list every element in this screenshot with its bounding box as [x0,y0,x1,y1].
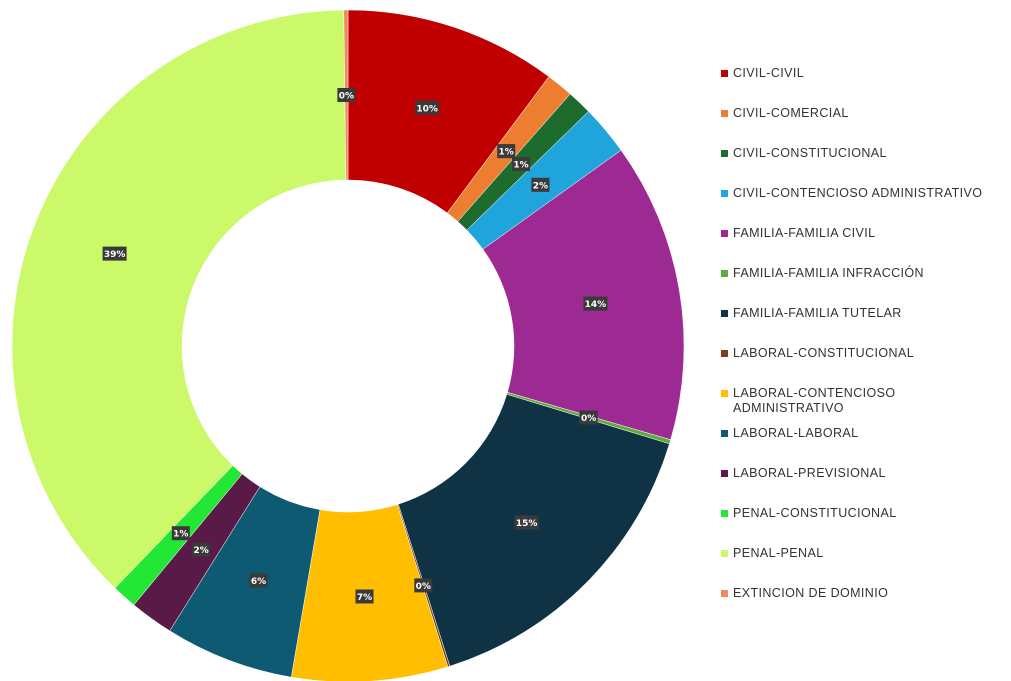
legend-item-penal-constitucional: PENAL-CONSTITUCIONAL [721,506,1009,521]
data-label-text: 7% [357,593,372,603]
donut-slice-civil-civil [347,9,550,214]
legend-label: PENAL-CONSTITUCIONAL [733,506,897,520]
legend-label: PENAL-PENAL [733,546,824,560]
legend-label: CIVIL-CONTENCIOSO ADMINISTRATIVO [733,186,983,200]
legend-swatch [721,350,728,357]
legend-label: CIVIL-CIVIL [733,66,805,80]
data-label-text: 0% [339,92,354,102]
legend-swatch [721,270,728,277]
slice-data-label-civil-civil: 10% [415,100,440,115]
data-label-text: 0% [581,414,596,424]
slice-data-label-penal-constitucional: 1% [171,526,190,541]
data-label-text: 6% [251,577,266,587]
slice-data-label-familia-familia-tutelar: 15% [514,515,539,530]
data-label-text: 10% [416,104,438,114]
slice-data-label-laboral-contencioso-administrativo: 7% [355,589,374,604]
slice-data-label-laboral-previsional: 2% [192,542,211,557]
data-label-background [337,88,356,102]
legend-swatch [721,150,728,157]
data-label-text: 2% [533,181,548,191]
slice-data-label-civil-comercial: 1% [497,144,516,159]
legend-swatch [721,70,728,77]
legend-swatch [721,310,728,317]
legend-item-laboral-constitucional: LABORAL-CONSTITUCIONAL [721,346,1009,361]
slice-data-label-laboral-constitucional: 0% [414,578,433,593]
data-label-background [512,157,530,172]
data-label-background [249,573,268,588]
data-label-background [355,589,374,604]
legend-item-laboral-contencioso-administrativo: LABORAL-CONTENCIOSO ADMINISTRATIVO [721,386,1009,416]
data-label-background [514,515,539,530]
legend-item-laboral-laboral: LABORAL-LABORAL [721,426,1009,441]
legend-swatch [721,230,728,237]
legend-swatch [721,190,728,197]
data-label-text: 1% [173,530,188,540]
slice-data-label-familia-familia-infraccion: 0% [579,410,598,425]
slice-data-label-penal-penal: 39% [102,246,127,261]
data-label-text: 14% [585,300,607,310]
legend-swatch [721,510,728,517]
legend-swatch [721,430,728,437]
legend-label: LABORAL-PREVISIONAL [733,466,886,480]
data-label-background [415,100,440,115]
legend-item-civil-civil: CIVIL-CIVIL [721,66,1009,81]
data-label-background [579,410,598,425]
legend-label: LABORAL-CONSTITUCIONAL [733,346,915,360]
legend-item-laboral-previsional: LABORAL-PREVISIONAL [721,466,1009,481]
slice-data-label-laboral-laboral: 6% [249,573,268,588]
data-label-background [583,296,608,311]
legend-label: CIVIL-CONSTITUCIONAL [733,146,887,160]
legend-label: FAMILIA-FAMILIA CIVIL [733,226,876,240]
legend-item-civil-contencioso-administrativo: CIVIL-CONTENCIOSO ADMINISTRATIVO [721,186,1009,201]
legend-label: FAMILIA-FAMILIA TUTELAR [733,306,902,320]
donut-slice-familia-familia-tutelar [397,393,670,667]
data-label-text: 1% [513,161,528,171]
slice-data-label-civil-constitucional: 1% [512,157,530,172]
slice-data-label-extincion-de-dominio: 0% [337,88,356,102]
legend-label: CIVIL-COMERCIAL [733,106,849,120]
donut-slice-penal-penal [11,9,347,589]
legend-label: LABORAL-CONTENCIOSO ADMINISTRATIVO [733,386,896,415]
legend-item-familia-familia-infraccion: FAMILIA-FAMILIA INFRACCIÓN [721,266,1009,281]
legend-label: FAMILIA-FAMILIA INFRACCIÓN [733,266,924,280]
data-label-text: 39% [104,250,126,260]
legend-swatch [721,390,728,397]
data-label-text: 1% [499,148,514,158]
legend-swatch [721,550,728,557]
data-label-background [171,526,190,541]
legend-item-familia-familia-civil: FAMILIA-FAMILIA CIVIL [721,226,1009,241]
donut-slice-familia-familia-civil [482,149,685,441]
data-label-background [497,144,516,159]
legend-item-familia-familia-tutelar: FAMILIA-FAMILIA TUTELAR [721,306,1009,321]
data-label-text: 2% [193,546,208,556]
legend-item-extincion-de-dominio: EXTINCION DE DOMINIO [721,586,1009,601]
legend-item-civil-constitucional: CIVIL-CONSTITUCIONAL [721,146,1009,161]
legend-swatch [721,470,728,477]
data-label-background [414,578,433,593]
slice-data-label-familia-familia-civil: 14% [583,296,608,311]
data-label-background [192,542,211,557]
data-label-background [102,246,127,261]
data-label-background [531,177,550,192]
legend-swatch [721,110,728,117]
legend-label: LABORAL-LABORAL [733,426,859,440]
legend-item-civil-comercial: CIVIL-COMERCIAL [721,106,1009,121]
legend-label: EXTINCION DE DOMINIO [733,586,889,600]
data-label-text: 0% [416,582,431,592]
slice-data-label-civil-contencioso-administrativo: 2% [531,177,550,192]
data-label-text: 15% [516,519,538,529]
legend-item-penal-penal: PENAL-PENAL [721,546,1009,561]
legend-swatch [721,590,728,597]
